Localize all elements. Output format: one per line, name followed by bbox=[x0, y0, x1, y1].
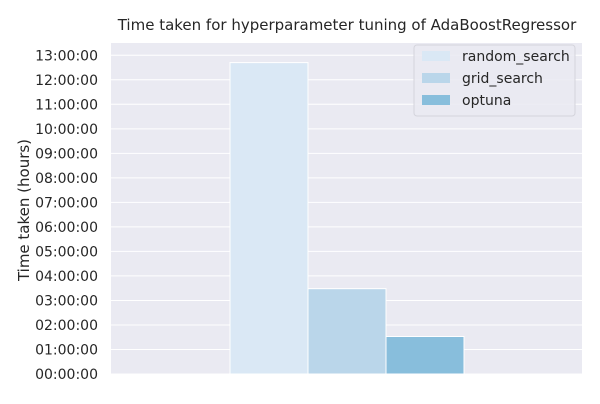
legend-swatch bbox=[422, 51, 450, 61]
legend-label: optuna bbox=[462, 93, 511, 109]
y-tick-label: 03:00:00 bbox=[35, 293, 98, 309]
legend-swatch bbox=[422, 95, 450, 105]
y-tick-label: 12:00:00 bbox=[35, 73, 98, 89]
y-tick-label: 06:00:00 bbox=[35, 220, 98, 236]
y-tick-label: 08:00:00 bbox=[35, 171, 98, 187]
y-tick-label: 01:00:00 bbox=[35, 342, 98, 358]
legend-label: grid_search bbox=[462, 71, 543, 87]
y-tick-label: 13:00:00 bbox=[35, 48, 98, 64]
y-tick-label: 04:00:00 bbox=[35, 269, 98, 285]
y-tick-label: 02:00:00 bbox=[35, 318, 98, 334]
bar-optuna bbox=[385, 335, 465, 375]
bar-random-search bbox=[229, 62, 309, 375]
y-tick-label: 07:00:00 bbox=[35, 195, 98, 211]
legend-frame bbox=[413, 44, 576, 117]
bar-grid-search bbox=[307, 288, 387, 375]
legend-swatch bbox=[422, 73, 450, 83]
y-tick-label: 09:00:00 bbox=[35, 146, 98, 162]
y-tick-label: 00:00:00 bbox=[35, 367, 98, 383]
y-tick-label: 10:00:00 bbox=[35, 122, 98, 138]
legend-label: random_search bbox=[462, 49, 570, 65]
y-axis-label: Time taken (hours) bbox=[15, 139, 33, 282]
y-tick-label: 05:00:00 bbox=[35, 244, 98, 260]
y-tick-label: 11:00:00 bbox=[35, 97, 98, 113]
chart-title: Time taken for hyperparameter tuning of … bbox=[117, 16, 577, 34]
